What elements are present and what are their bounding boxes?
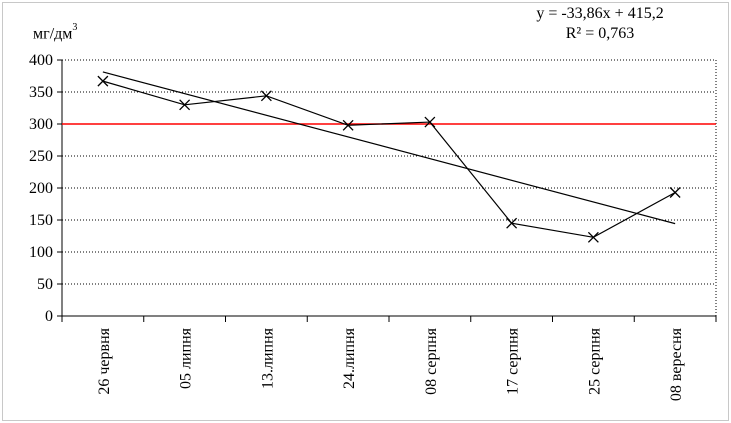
series-line [102, 80, 676, 238]
data-point-marker [179, 99, 191, 111]
x-tick-label: 25 серпня [586, 327, 603, 395]
y-axis-unit-label: мг/дм3 [33, 22, 78, 43]
x-tick-label: 05 липня [178, 327, 195, 389]
data-point-marker [669, 187, 681, 198]
x-tick-label: 13.липня [259, 327, 276, 389]
y-tick-label: 50 [37, 276, 53, 293]
trendline-equation-box: y = -33,86x + 415,2 R² = 0,763 [500, 4, 700, 44]
x-tick-label: 24.липня [341, 327, 358, 389]
trendline [102, 71, 676, 225]
y-tick-label: 0 [45, 308, 53, 325]
data-point-marker [342, 119, 354, 131]
x-tick-label: 08 вересня [668, 327, 685, 401]
x-tick-label: 17 серпня [505, 327, 522, 395]
y-tick-label: 100 [29, 244, 53, 261]
trendline-equation: y = -33,86x + 415,2 [536, 5, 664, 22]
data-point-marker [587, 231, 599, 243]
y-tick-label: 300 [29, 116, 53, 133]
y-tick-label: 200 [29, 180, 53, 197]
y-tick-label: 250 [29, 148, 53, 165]
y-tick-label: 150 [29, 212, 53, 229]
y-tick-label: 400 [29, 52, 53, 69]
y-tick-label: 350 [29, 84, 53, 101]
data-point-marker [260, 90, 272, 102]
data-point-marker [424, 116, 436, 128]
data-point-marker [506, 217, 518, 229]
r-squared-label: R² = 0,763 [565, 25, 635, 42]
data-point-marker [97, 75, 109, 87]
x-tick-label: 08 серпня [423, 327, 440, 395]
x-tick-label: 26 червня [96, 327, 113, 394]
